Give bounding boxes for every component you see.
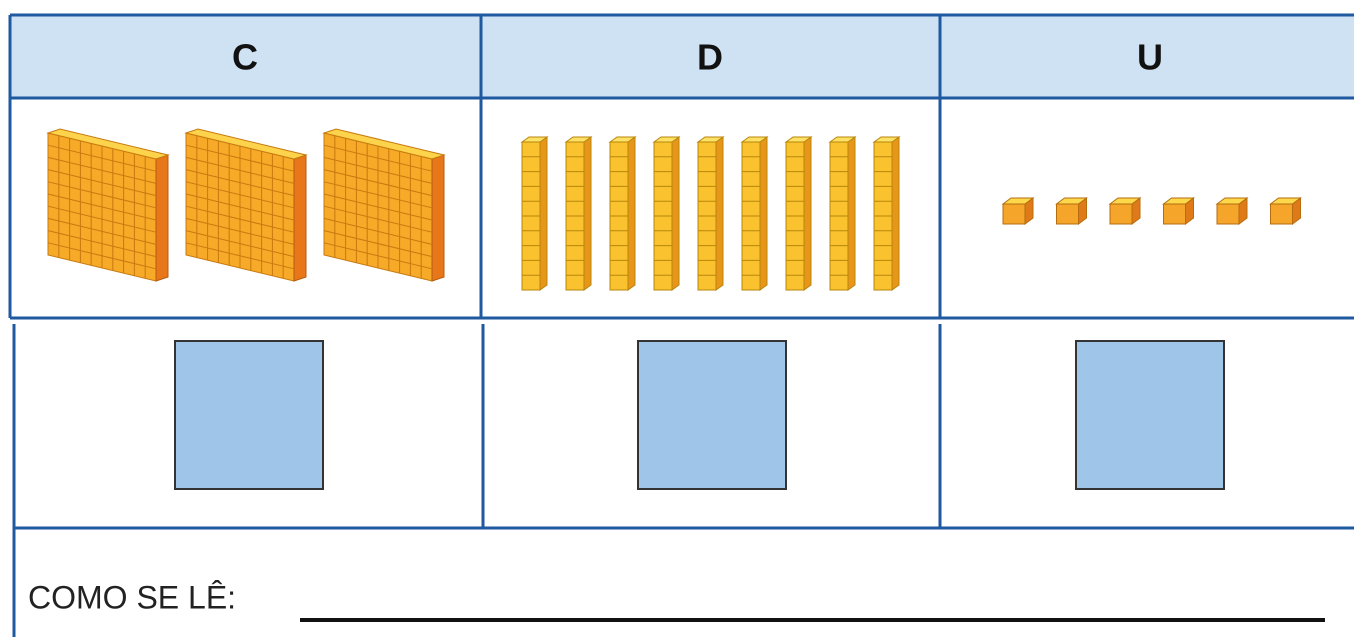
unit-cube: [1269, 197, 1302, 225]
tens-blocks: [520, 136, 901, 291]
header-u: U: [1137, 37, 1163, 78]
header-row: [10, 15, 1354, 98]
answer-box[interactable]: [637, 340, 787, 490]
ten-rod: [872, 136, 901, 291]
ten-rod: [564, 136, 593, 291]
ten-rod: [784, 136, 813, 291]
header-d: D: [697, 37, 723, 78]
answer-boxes: [174, 340, 1225, 490]
unit-cube: [1215, 197, 1249, 225]
hundred-flat: [322, 128, 446, 282]
hundreds-blocks: [46, 128, 446, 282]
table-grid: [8, 13, 1354, 637]
answer-box[interactable]: [1075, 340, 1225, 490]
hundred-flat: [46, 128, 170, 282]
unit-cube: [1055, 197, 1088, 225]
unit-cube: [1001, 197, 1035, 225]
unit-cube: [1162, 197, 1195, 225]
ten-rod: [696, 136, 725, 291]
unit-cube: [1108, 197, 1142, 225]
answer-box[interactable]: [174, 340, 324, 490]
header-c: C: [232, 37, 258, 78]
ten-rod: [520, 136, 549, 291]
ten-rod: [740, 136, 769, 291]
ten-rod: [828, 136, 857, 291]
read-label: COMO SE LÊ:: [28, 579, 236, 615]
hundred-flat: [184, 128, 308, 282]
ten-rod: [608, 136, 637, 291]
units-blocks: [1001, 197, 1302, 225]
ten-rod: [652, 136, 681, 291]
